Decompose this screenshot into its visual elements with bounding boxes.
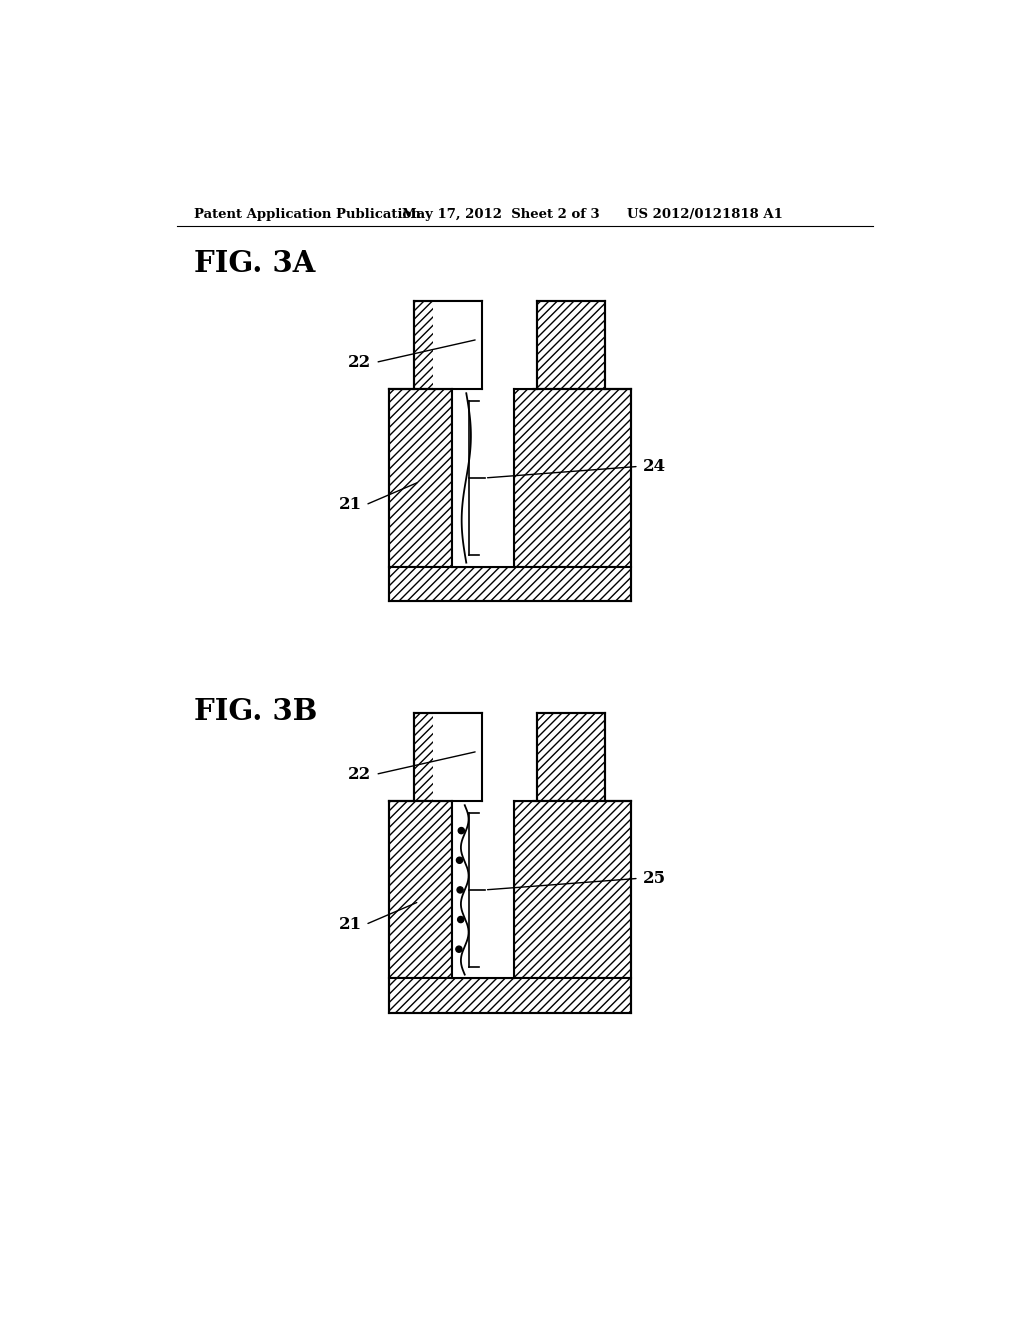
Bar (388, 389, 453, 566)
Text: 21: 21 (339, 496, 361, 513)
Bar (388, 978, 631, 1014)
Text: 25: 25 (643, 870, 666, 887)
Text: 21: 21 (339, 916, 361, 933)
Text: US 2012/0121818 A1: US 2012/0121818 A1 (628, 209, 783, 222)
Bar (414, 301, 481, 389)
Bar (433, 713, 532, 801)
Bar (514, 389, 631, 566)
Text: 22: 22 (348, 766, 372, 783)
Text: FIG. 3B: FIG. 3B (194, 697, 317, 726)
Bar (433, 301, 532, 389)
Bar (538, 713, 605, 801)
Text: Patent Application Publication: Patent Application Publication (194, 209, 421, 222)
Circle shape (456, 946, 462, 952)
Bar (453, 389, 514, 566)
Bar (453, 801, 514, 978)
Bar (414, 713, 481, 801)
Text: 24: 24 (643, 458, 666, 475)
Bar (514, 801, 631, 978)
Text: FIG. 3A: FIG. 3A (194, 249, 315, 279)
Bar (388, 801, 453, 978)
Circle shape (457, 857, 463, 863)
Text: 22: 22 (348, 354, 372, 371)
Bar (388, 566, 631, 601)
Text: May 17, 2012  Sheet 2 of 3: May 17, 2012 Sheet 2 of 3 (401, 209, 599, 222)
Bar (538, 301, 605, 389)
Circle shape (458, 916, 464, 923)
Circle shape (458, 828, 465, 834)
Circle shape (457, 887, 463, 892)
